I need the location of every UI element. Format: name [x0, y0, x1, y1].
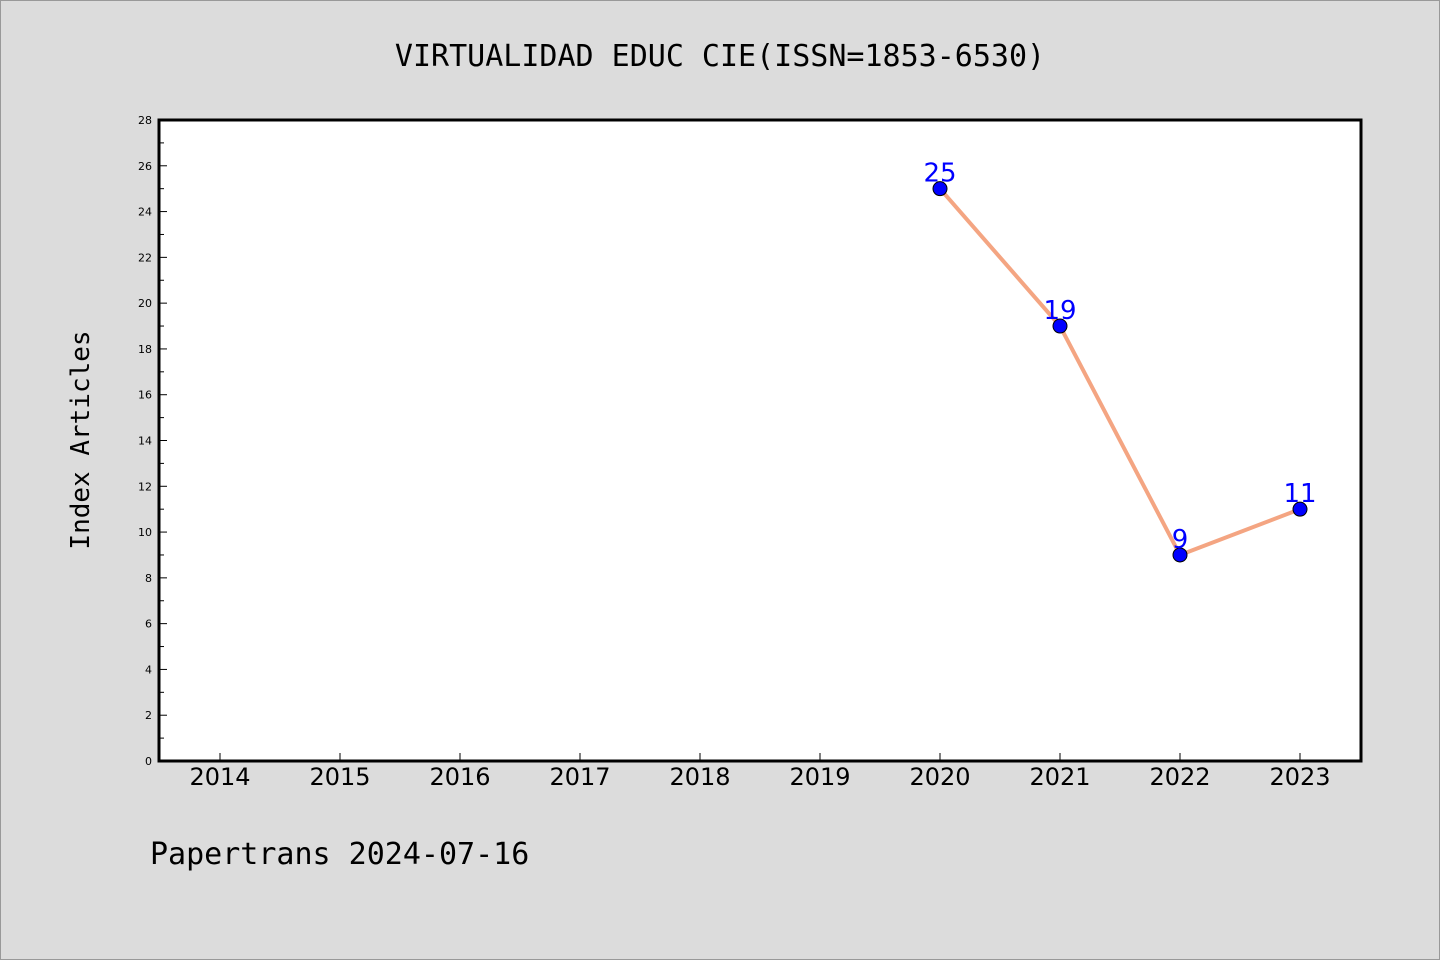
data-label: 9 [1172, 525, 1189, 555]
x-tick-label: 2023 [1269, 763, 1330, 791]
data-label: 19 [1043, 296, 1076, 326]
data-label: 11 [1283, 479, 1316, 509]
y-tick-label: 26 [138, 160, 152, 173]
plot-background [159, 120, 1361, 761]
x-axis-ticks: 2014 2015 2016 2017 2018 2019 2020 2021 2022 2023 [189, 753, 1331, 791]
footer-text: Papertrans 2024-07-16 [150, 837, 529, 872]
data-point [932, 181, 948, 197]
x-tick-label: 2017 [549, 763, 610, 791]
y-tick-label: 22 [138, 251, 152, 264]
chart-title: VIRTUALIDAD EDUC CIE(ISSN=1853-6530) [395, 39, 1045, 74]
x-tick-label: 2020 [909, 763, 970, 791]
x-tick-label: 2022 [1149, 763, 1210, 791]
y-tick-label: 6 [145, 618, 152, 631]
data-point [1172, 547, 1188, 563]
y-tick-label: 18 [138, 343, 152, 356]
series-layer: 25 19 9 11 [923, 159, 1317, 563]
x-tick-label: 2018 [669, 763, 730, 791]
y-tick-label: 24 [138, 206, 152, 219]
y-tick-label: 14 [138, 435, 152, 448]
x-tick-label: 2015 [309, 763, 370, 791]
y-tick-label: 16 [138, 389, 152, 402]
series-line [938, 187, 1301, 557]
y-tick-label: 12 [138, 480, 152, 493]
y-tick-label: 2 [145, 709, 152, 722]
y-tick-label: 4 [145, 663, 152, 676]
data-point [1052, 318, 1068, 334]
y-tick-label: 10 [138, 526, 152, 539]
y-tick-label: 0 [145, 755, 152, 768]
y-axis-label: Index Articles [66, 330, 96, 549]
y-tick-label: 20 [138, 297, 152, 310]
x-tick-label: 2014 [189, 763, 250, 791]
data-point [1292, 501, 1308, 517]
x-tick-label: 2016 [429, 763, 490, 791]
y-tick-label: 8 [145, 572, 152, 585]
y-tick-label: 28 [138, 114, 152, 127]
x-tick-label: 2021 [1029, 763, 1090, 791]
x-tick-label: 2019 [789, 763, 850, 791]
plot-border [157, 118, 1363, 763]
data-label: 25 [923, 159, 956, 189]
